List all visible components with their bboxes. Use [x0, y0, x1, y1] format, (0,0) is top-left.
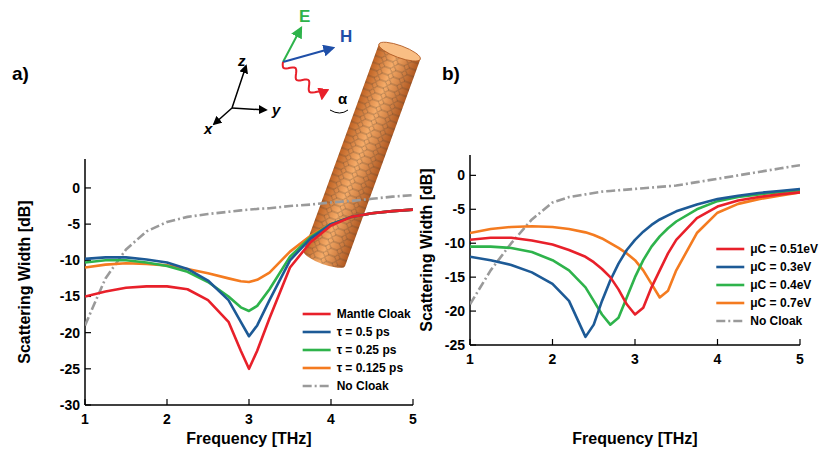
x-tick-label: 4: [327, 411, 335, 427]
y-tick: [470, 243, 476, 244]
x-tick-label: 2: [549, 351, 557, 367]
y-tick: [85, 404, 91, 405]
illustration-label: E: [299, 7, 310, 26]
series-line: [85, 210, 413, 311]
y-tick-label: -20: [445, 303, 465, 319]
y-tick: [85, 224, 91, 225]
illustration-label: H: [340, 27, 352, 46]
x-tick-label: 3: [245, 411, 253, 427]
y-tick: [85, 368, 91, 369]
x-tick-label: 5: [796, 351, 804, 367]
y-axis: [469, 155, 471, 345]
y-tick-label: -10: [60, 252, 80, 268]
legend-swatch: [716, 266, 744, 269]
legend-label: τ = 0.25 ps: [337, 343, 397, 357]
y-tick-label: -25: [445, 337, 465, 353]
series-line: [85, 210, 413, 282]
cylinder-cap: [377, 38, 422, 64]
illustration-label: x: [203, 120, 213, 137]
x-tick: [634, 339, 635, 345]
angle-arc: [330, 110, 348, 113]
series-group: [85, 195, 413, 369]
legend-label: No Cloak: [750, 314, 802, 328]
legend-swatch: [303, 349, 331, 352]
x-tick: [469, 339, 470, 345]
legend-swatch: [303, 385, 331, 388]
y-tick-label: -5: [68, 216, 81, 232]
legend-label: μC = 0.3eV: [750, 260, 811, 274]
illustration-label: α: [338, 90, 348, 107]
legend-swatch: [716, 302, 744, 305]
legend: μC = 0.51eV μC = 0.3eV μC = 0.4eV μC = 0.7e…: [716, 242, 818, 328]
x-tick: [412, 399, 413, 405]
triad-x: [214, 108, 232, 124]
legend-swatch: [716, 248, 744, 251]
cylinder-body: [302, 44, 421, 271]
legend-swatch: [716, 320, 744, 323]
illustration-label: y: [271, 101, 281, 118]
x-tick: [248, 399, 249, 405]
y-tick-label: 0: [72, 180, 80, 196]
legend-swatch: [716, 284, 744, 287]
x-tick-label: 4: [714, 351, 722, 367]
y-tick: [85, 187, 91, 188]
x-tick-label: 2: [163, 411, 171, 427]
panel: -30 -25 -20 -15 -10 -5 0 1 2 3 4 5 Frequency [THz] Sc…: [12, 63, 417, 447]
x-tick: [717, 339, 718, 345]
y-tick-label: -20: [60, 325, 80, 341]
y-axis: [84, 159, 86, 405]
legend-label: τ = 0.5 ps: [337, 325, 390, 339]
legend-label: μC = 0.7eV: [750, 296, 811, 310]
triad-y: [232, 108, 266, 110]
y-axis-title: Scattering Width [dB]: [418, 168, 435, 331]
x-axis-title: Frequency [THz]: [572, 430, 697, 447]
figure: E Hz y x α -30 -25 -20 -15 -10 -5 0 1 2 3 4 5 Frequency […: [0, 0, 828, 454]
legend-label: τ = 0.125 ps: [337, 361, 404, 375]
y-tick: [470, 277, 476, 278]
triad-z: [232, 66, 246, 108]
wave: [283, 62, 323, 98]
legend-label: μC = 0.51eV: [750, 242, 818, 256]
y-tick: [470, 209, 476, 210]
series-line: [85, 210, 413, 369]
x-tick: [84, 399, 85, 405]
legend-label: No Cloak: [337, 379, 389, 393]
x-tick-label: 1: [81, 411, 89, 427]
x-tick: [799, 339, 800, 345]
legend-label: Mantle Cloak: [337, 307, 411, 321]
x-axis-title: Frequency [THz]: [186, 430, 311, 447]
y-tick-label: -25: [60, 361, 80, 377]
legend: Mantle Cloak τ = 0.5 ps τ = 0.25 ps τ = 0.1…: [303, 307, 411, 393]
y-tick-label: -15: [445, 269, 465, 285]
legend-swatch: [303, 367, 331, 370]
nanotube-cylinder: [302, 38, 423, 271]
x-tick-label: 5: [409, 411, 417, 427]
y-axis-title: Scattering Width [dB]: [16, 200, 33, 363]
panel-label: b): [442, 63, 460, 84]
panel-label: a): [12, 63, 29, 84]
h-field-arrow: [283, 48, 333, 62]
y-tick: [470, 175, 476, 176]
legend-swatch: [303, 313, 331, 316]
cylinder-lattice: [302, 44, 421, 271]
y-tick: [470, 344, 476, 345]
y-tick-label: 0: [457, 167, 465, 183]
y-tick-label: -5: [453, 201, 466, 217]
panel: -25 -20 -15 -10 -5 0 1 2 3 4 5 Frequency [THz] Scatt…: [418, 63, 818, 447]
x-tick: [166, 399, 167, 405]
y-tick-label: -15: [60, 288, 80, 304]
y-tick: [470, 310, 476, 311]
illustration: E Hz y x α: [203, 7, 422, 272]
y-tick: [85, 332, 91, 333]
y-tick-label: -30: [60, 397, 80, 413]
x-tick: [552, 339, 553, 345]
x-tick-label: 3: [631, 351, 639, 367]
x-tick-label: 1: [466, 351, 474, 367]
legend-swatch: [303, 331, 331, 334]
legend-label: μC = 0.4eV: [750, 278, 811, 292]
y-tick-label: -10: [445, 235, 465, 251]
illustration-label: z: [237, 52, 246, 69]
series-line: [85, 210, 413, 337]
x-tick: [330, 399, 331, 405]
